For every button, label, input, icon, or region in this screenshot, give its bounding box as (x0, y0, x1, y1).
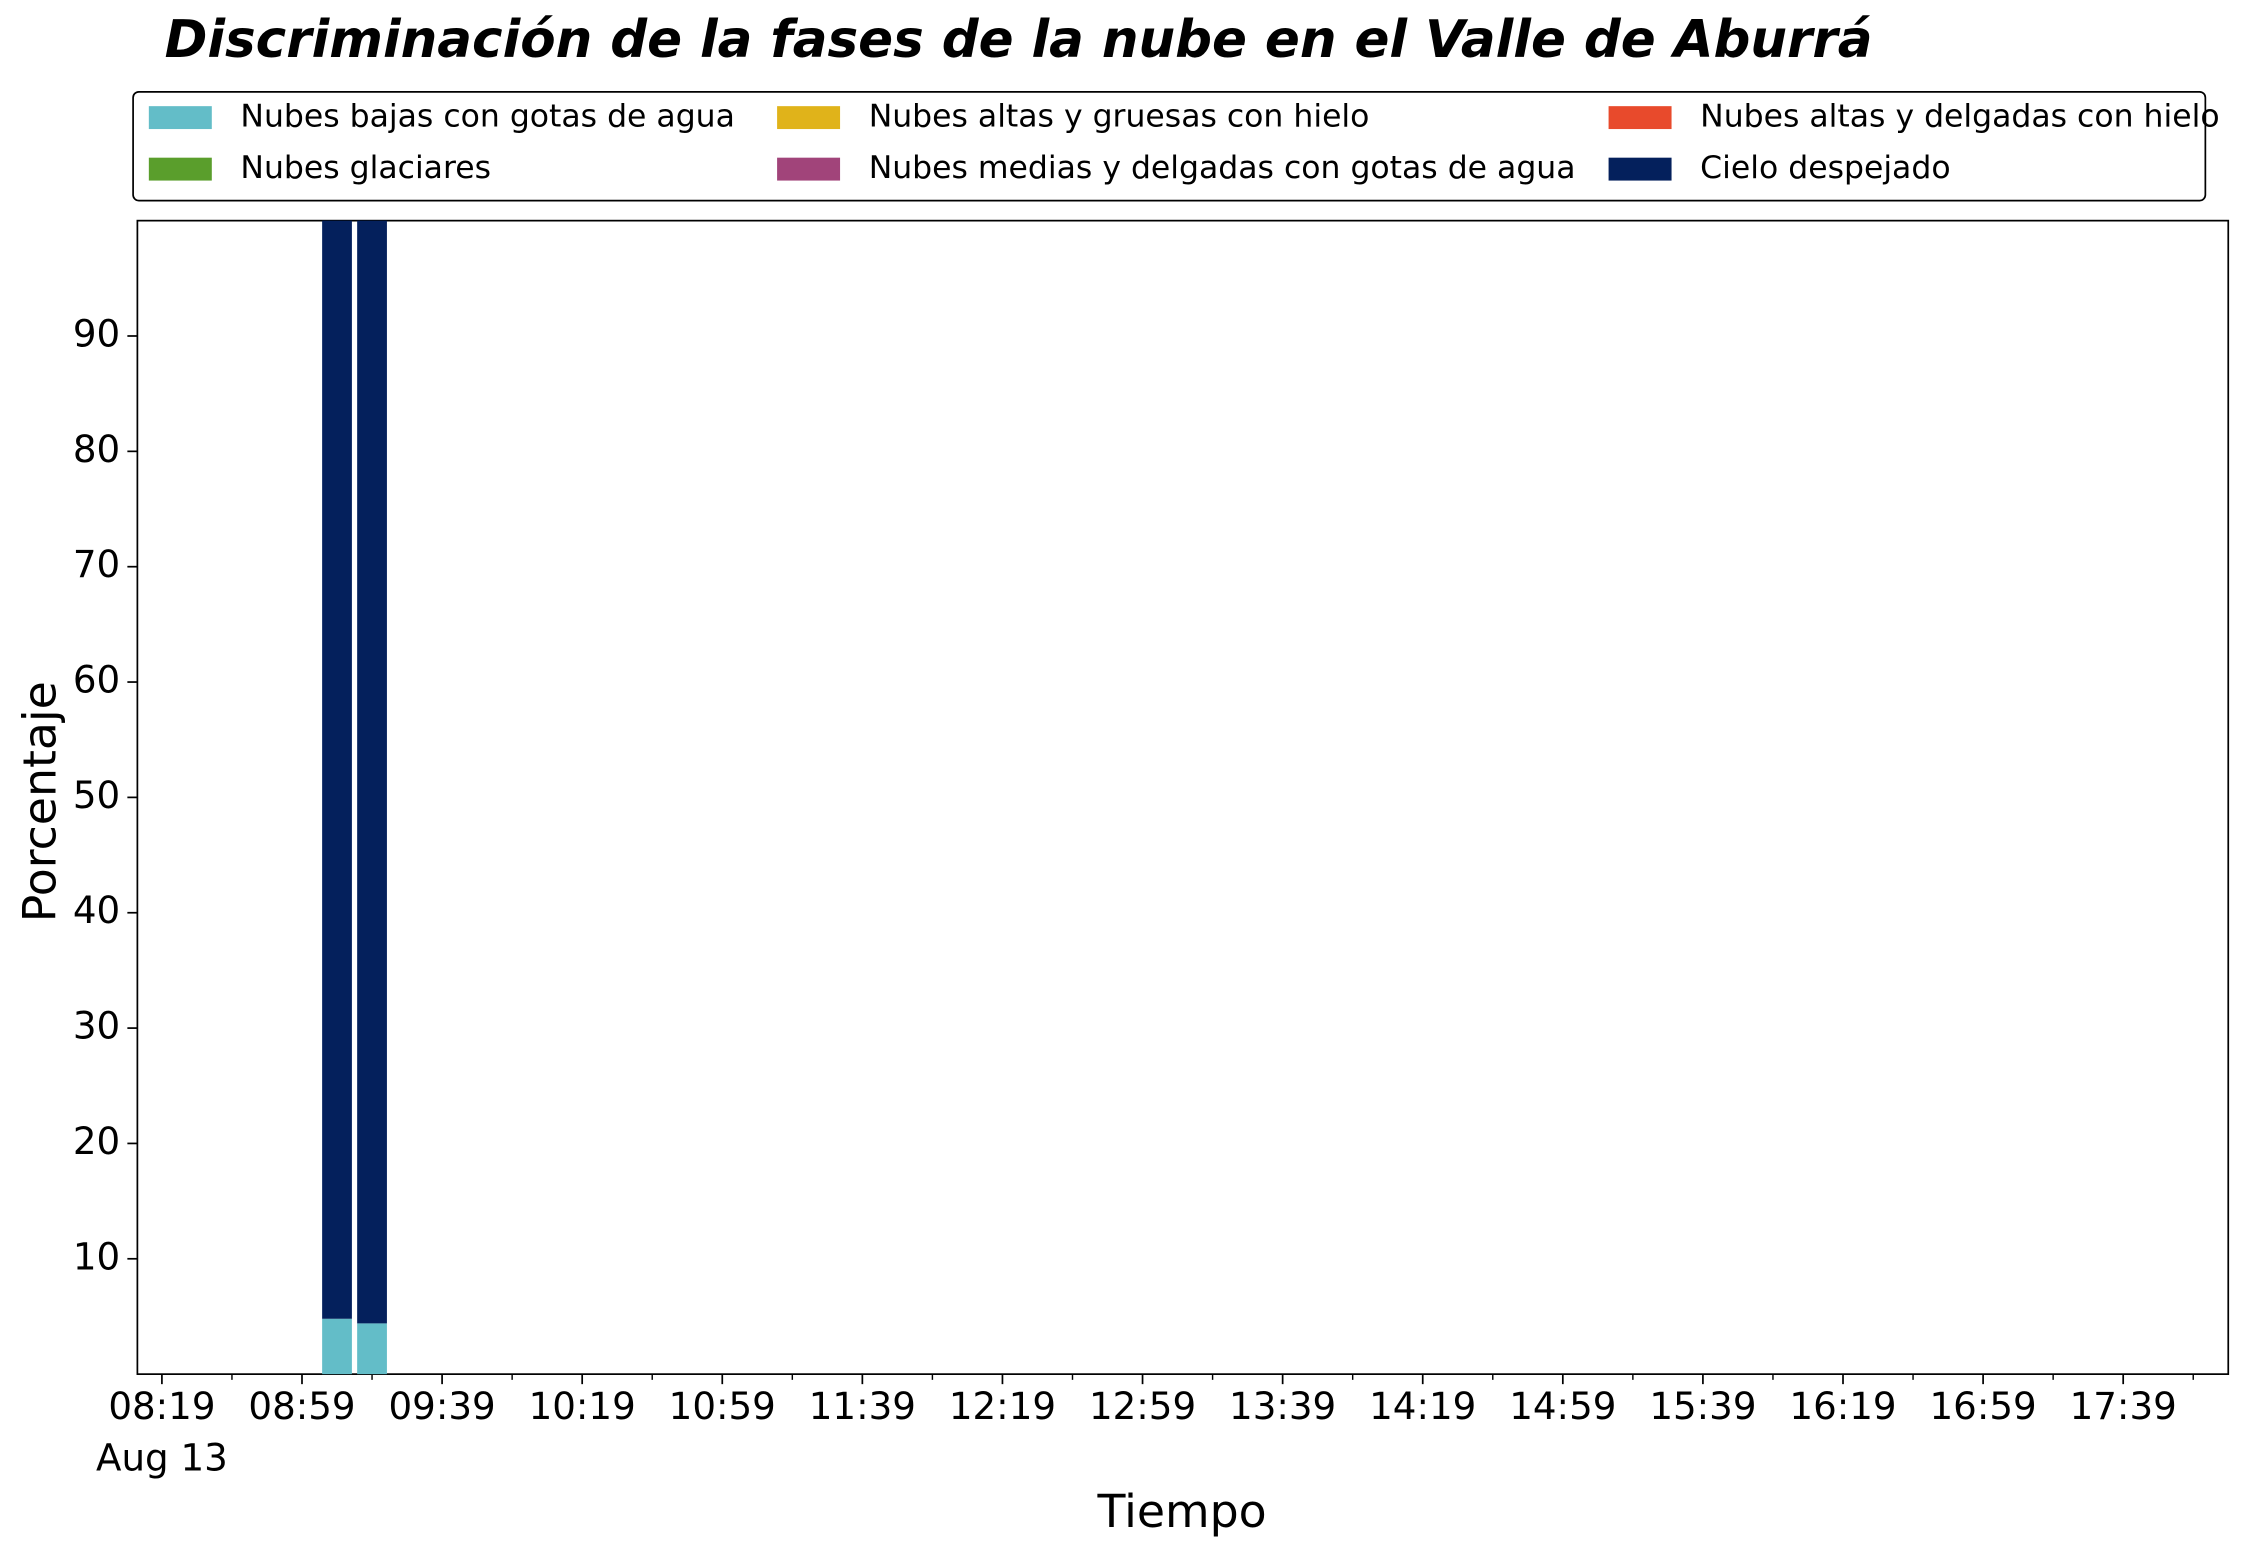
legend-label: Nubes altas y gruesas con hielo (869, 99, 1370, 135)
y-axis-label: Porcentaje (12, 681, 66, 922)
y-tick-label: 60 (73, 658, 120, 702)
legend-label: Nubes medias y delgadas con gotas de agu… (869, 150, 1576, 186)
y-tick-label: 80 (73, 427, 120, 471)
legend-swatch (1608, 157, 1672, 181)
x-tick-label: 12:19 (949, 1384, 1056, 1428)
legend-swatch (1608, 106, 1672, 130)
y-tick-label: 50 (73, 773, 120, 817)
x-tick-label: 10:59 (669, 1384, 776, 1428)
y-tick-label: 10 (73, 1234, 120, 1278)
x-tick-label: 16:59 (1930, 1384, 2037, 1428)
legend-swatch (148, 157, 212, 181)
x-tick-label: 08:59 (248, 1384, 355, 1428)
x-tick-label: 14:19 (1369, 1384, 1476, 1428)
x-date-label: Aug 13 (96, 1435, 228, 1479)
x-tick-label: 09:39 (389, 1384, 496, 1428)
legend-box (132, 90, 2207, 202)
bar (322, 1318, 352, 1375)
legend-label: Nubes altas y delgadas con hielo (1700, 99, 2219, 135)
x-tick-label: 14:59 (1509, 1384, 1616, 1428)
x-tick-label: 12:59 (1089, 1384, 1196, 1428)
x-tick-label: 15:39 (1649, 1384, 1756, 1428)
y-tick-label: 90 (73, 311, 120, 355)
bar (357, 1323, 387, 1375)
x-tick-label: 16:19 (1789, 1384, 1896, 1428)
x-tick-label: 17:39 (2070, 1384, 2177, 1428)
legend-swatch (777, 106, 841, 130)
y-tick-label: 40 (73, 888, 120, 932)
chart-title: Discriminación de la fases de la nube en… (165, 10, 1873, 70)
legend-label: Nubes bajas con gotas de agua (240, 99, 734, 135)
x-tick-label: 08:19 (108, 1384, 215, 1428)
x-axis-label: Tiempo (1097, 1484, 1267, 1538)
legend-swatch (777, 157, 841, 181)
x-tick-label: 13:39 (1229, 1384, 1336, 1428)
y-tick-label: 70 (73, 542, 120, 586)
x-tick-label: 11:39 (809, 1384, 916, 1428)
bar (322, 220, 352, 1319)
legend-label: Cielo despejado (1700, 150, 1950, 186)
legend-swatch (148, 106, 212, 130)
x-tick-label: 10:19 (529, 1384, 636, 1428)
plot-frame (136, 219, 2230, 1375)
bar (357, 220, 387, 1324)
legend-label: Nubes glaciares (240, 150, 491, 186)
y-tick-label: 20 (73, 1119, 120, 1163)
y-tick-label: 30 (73, 1004, 120, 1048)
